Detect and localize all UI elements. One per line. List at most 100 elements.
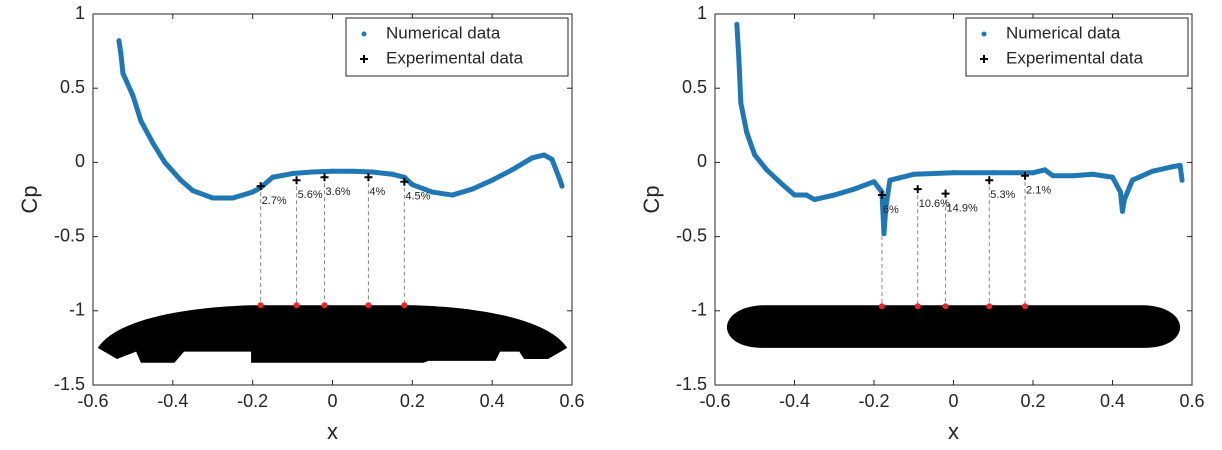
numerical-point (559, 183, 565, 189)
probe-point (1022, 303, 1029, 310)
numerical-point (369, 169, 375, 175)
numerical-point (190, 188, 196, 194)
numerical-point (409, 182, 415, 188)
numerical-point (130, 93, 136, 99)
numerical-point (734, 21, 740, 27)
numerical-point (764, 167, 770, 173)
legend-marker (361, 31, 367, 37)
numerical-point (911, 171, 917, 177)
x-tick-label: -0.4 (157, 391, 188, 411)
numerical-point (1179, 177, 1185, 183)
probe-point (365, 302, 372, 309)
legend-marker (981, 31, 987, 37)
numerical-point (162, 159, 168, 165)
numerical-point (330, 168, 335, 174)
error-annotation: 2.1% (1026, 185, 1051, 197)
x-tick-label: 0.6 (1179, 391, 1204, 411)
x-tick-label: 0.6 (559, 391, 584, 411)
numerical-line (116, 38, 565, 201)
numerical-point (803, 192, 809, 198)
subplot: -0.6 -0.4 -0.2 0 0.2 0.4 0.6 -1.5 -1 -0.5 0 0.5 1 x Cp… (639, 3, 1205, 444)
x-tick-label: -0.6 (699, 391, 730, 411)
subplot: -0.6 -0.4 -0.2 0 0.2 0.4 0.6 -1.5 -1 -0.5 0 0.5 1 x Cp… (17, 3, 585, 444)
numerical-point (1050, 173, 1056, 179)
numerical-point (116, 38, 122, 44)
x-tick-label: -0.2 (858, 391, 889, 411)
numerical-point (138, 118, 144, 124)
numerical-point (1129, 177, 1135, 183)
numerical-point (871, 179, 877, 185)
numerical-point (881, 231, 887, 237)
legend-marker (980, 55, 988, 63)
numerical-point (549, 156, 555, 162)
y-tick-label: -1 (69, 300, 85, 320)
numerical-line (734, 21, 1185, 237)
x-tick-label: 0.2 (1020, 391, 1045, 411)
y-tick-label: -0.5 (676, 225, 707, 245)
numerical-point (1169, 164, 1175, 170)
probe-point (257, 302, 264, 309)
numerical-point (389, 171, 395, 177)
y-tick-label: 0 (75, 151, 85, 171)
y-tick-label: 1 (75, 3, 85, 23)
numerical-point (150, 140, 156, 146)
vehicle-body (726, 305, 1181, 348)
probe-point (293, 302, 300, 309)
experimental-point (292, 176, 301, 185)
numerical-point (752, 152, 758, 158)
x-axis-label: x (948, 419, 959, 444)
y-tick-label: -1.5 (54, 374, 85, 394)
error-annotation: 10.6% (919, 198, 950, 210)
numerical-point (178, 177, 184, 183)
x-tick-label: -0.4 (779, 391, 810, 411)
numerical-point (557, 177, 563, 183)
experimental-point (256, 182, 265, 191)
experimental-point (985, 176, 994, 185)
numerical-point (230, 195, 236, 201)
error-annotation: 4% (369, 186, 385, 198)
probe-point (986, 303, 993, 310)
legend-marker (360, 55, 368, 63)
numerical-point (449, 192, 455, 198)
numerical-point (887, 177, 893, 183)
numerical-point (1119, 208, 1125, 214)
y-tick-label: 0.5 (60, 77, 85, 97)
x-tick-label: 0 (327, 391, 337, 411)
numerical-point (744, 130, 750, 136)
numerical-point (1110, 174, 1115, 180)
x-axis-label: x (327, 419, 338, 444)
experimental-point (877, 191, 886, 200)
numerical-point (529, 155, 535, 161)
numerical-point (120, 70, 126, 76)
numerical-point (489, 177, 495, 183)
error-annotation: 3.6% (326, 186, 351, 198)
numerical-point (469, 186, 475, 192)
numerical-point (1121, 197, 1127, 202)
x-tick-label: 0.4 (1100, 391, 1125, 411)
numerical-point (990, 170, 996, 176)
x-tick-label: 0.4 (480, 391, 505, 411)
numerical-point (811, 197, 817, 202)
numerical-point (250, 189, 256, 195)
legend-box (345, 17, 569, 77)
numerical-point (951, 170, 956, 176)
x-tick-label: 0.2 (400, 391, 425, 411)
vehicle-body (97, 305, 568, 363)
numerical-point (310, 169, 316, 175)
numerical-point (509, 167, 515, 173)
numerical-point (1070, 173, 1076, 179)
y-tick-label: 0.5 (682, 77, 707, 97)
numerical-point (1030, 170, 1036, 176)
numerical-point (541, 152, 547, 158)
error-annotation: 14.9% (947, 202, 978, 214)
error-annotation: 2.7% (262, 195, 287, 207)
numerical-point (1090, 171, 1096, 177)
y-tick-label: 1 (697, 3, 707, 23)
numerical-point (1117, 189, 1123, 195)
legend-box (965, 17, 1189, 77)
numerical-point (429, 189, 435, 195)
error-annotation: 4.5% (405, 191, 430, 203)
numerical-point (780, 182, 786, 188)
